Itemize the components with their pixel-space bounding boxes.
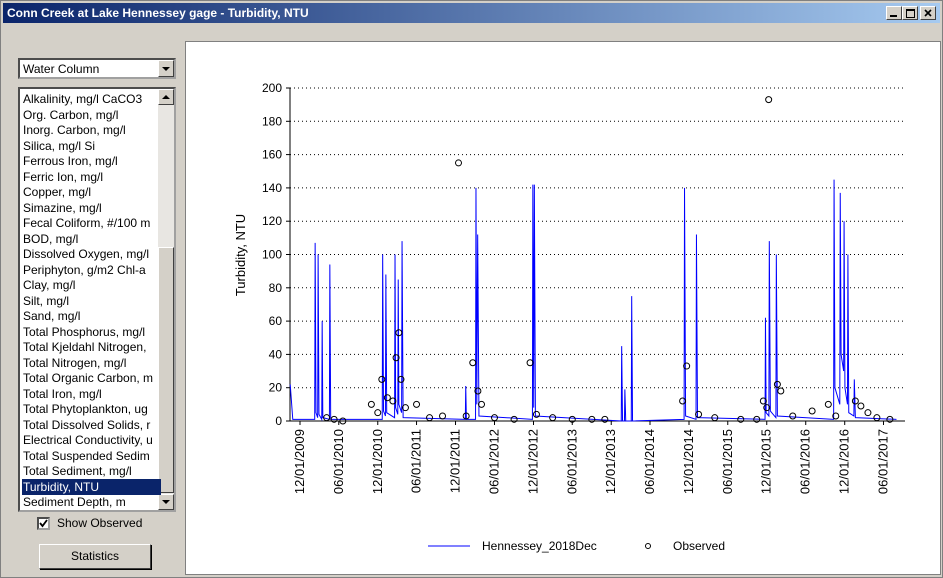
list-item[interactable]: Simazine, mg/l (23, 200, 102, 215)
statistics-button[interactable]: Statistics (39, 544, 151, 569)
list-item[interactable]: Total Sediment, mg/l (23, 464, 132, 478)
scroll-up[interactable] (158, 89, 174, 105)
list-item[interactable]: Silt, mg/l (23, 293, 70, 308)
list-item[interactable]: Electrical Conductivity, u (23, 433, 153, 447)
list-item[interactable]: Inorg. Carbon, mg/l (23, 123, 126, 137)
checkbox-label[interactable]: Show Observed (57, 516, 143, 530)
check-mark (39, 519, 48, 528)
list-item[interactable]: Total Kjeldahl Nitrogen, (23, 340, 147, 354)
list-item[interactable]: Ferric Ion, mg/l (23, 169, 104, 184)
list-item[interactable]: Total Phytoplankton, ug (23, 402, 148, 416)
list-item[interactable]: Total Organic Carbon, m (23, 371, 154, 385)
list-item[interactable]: Copper, mg/l (23, 185, 92, 199)
scroll-down[interactable] (158, 494, 174, 510)
dropdown-arrow[interactable] (158, 60, 174, 77)
list-item[interactable]: Sediment Depth, m (23, 495, 126, 509)
list-item[interactable]: Total Suspended Sedim (23, 448, 150, 463)
list-item[interactable]: Total Iron, mg/l (23, 386, 102, 401)
dropdown-value: Water Column (23, 62, 100, 76)
list-item[interactable]: Fecal Coliform, #/100 m (23, 216, 151, 230)
chart-panel (185, 41, 941, 575)
dropdown[interactable]: Water Column (18, 58, 176, 79)
list-item[interactable]: Total Dissolved Solids, r (23, 417, 151, 432)
list-item[interactable]: Clay, mg/l (23, 278, 76, 292)
list-item[interactable]: Periphyton, g/m2 Chl-a (23, 262, 146, 277)
scroll-thumb[interactable] (158, 247, 174, 493)
list-item[interactable]: Alkalinity, mg/l CaCO3 (23, 92, 143, 106)
list-item[interactable]: Dissolved Oxygen, mg/l (23, 247, 150, 261)
window-title: Conn Creek at Lake Hennessey gage - Turb… (7, 6, 309, 20)
list-item[interactable]: Total Nitrogen, mg/l (23, 355, 127, 370)
list-item[interactable]: Org. Carbon, mg/l (23, 107, 119, 122)
list-item[interactable]: Total Phosphorus, mg/l (23, 324, 146, 339)
button-label: Statistics (70, 549, 119, 563)
list-item[interactable]: BOD, mg/l (23, 231, 79, 246)
close-button[interactable] (920, 6, 936, 20)
maximize-button[interactable] (902, 6, 918, 20)
list-item[interactable]: Ferrous Iron, mg/l (23, 154, 118, 168)
parameter-list[interactable]: Alkalinity, mg/l CaCO3 Org. Carbon, mg/l I… (18, 87, 176, 512)
title-bar: Conn Creek at Lake Hennessey gage - Turb… (3, 3, 940, 23)
list-item[interactable]: Sand, mg/l (23, 309, 81, 323)
list-item[interactable]: Turbidity, NTU (22, 478, 161, 495)
checkbox[interactable] (37, 517, 50, 530)
scrollbar[interactable] (158, 89, 174, 510)
list-item[interactable]: Silica, mg/l Si (23, 138, 96, 153)
minimize-button[interactable] (886, 6, 902, 20)
